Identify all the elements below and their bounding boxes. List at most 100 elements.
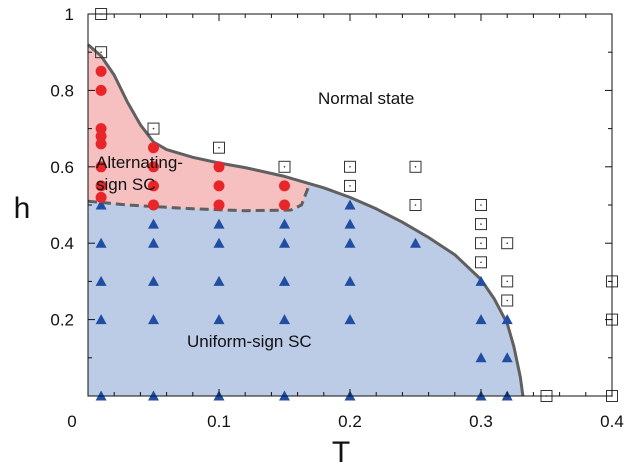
normal-state-point xyxy=(409,160,422,173)
x-tick-label: 0.3 xyxy=(469,412,493,431)
normal-state-point-dot xyxy=(506,280,509,283)
normal-state-point-dot xyxy=(480,242,482,244)
alternating-sign-point xyxy=(95,180,107,192)
normal-state-point-dot xyxy=(349,185,351,187)
normal-state-point-dot xyxy=(218,146,220,149)
y-tick-label: 0.8 xyxy=(50,81,74,100)
uniform-sign-point xyxy=(213,218,225,229)
uniform-sign-point xyxy=(148,314,159,325)
alternating-sign-point xyxy=(213,199,225,211)
normal-state-point-dot xyxy=(414,166,417,168)
x-tick-labels: 0 0.1 0.2 0.3 0.4 xyxy=(67,412,624,431)
alternating-sign-point xyxy=(148,199,159,211)
x-axis-title: T xyxy=(332,436,350,469)
uniform-sign-point xyxy=(475,275,487,286)
normal-state-point xyxy=(501,294,514,307)
alternating-sign-point xyxy=(213,180,225,192)
alternating-sign-point xyxy=(95,138,107,150)
uniform-sign-point xyxy=(279,218,290,229)
normal-state-point-dot xyxy=(349,166,351,168)
normal-state-point-dot xyxy=(506,242,509,244)
alternating-sign-point xyxy=(95,191,107,203)
uniform-sign-sc-region xyxy=(88,44,523,396)
phase-boundaries xyxy=(87,43,525,397)
normal-state-point xyxy=(475,256,487,269)
normal-state-point xyxy=(501,275,514,288)
uniform-sign-point xyxy=(148,237,159,248)
normal-state-point xyxy=(475,199,487,211)
uniform-sign-point xyxy=(148,218,159,229)
alternating-sign-point xyxy=(148,142,159,154)
y-axis-title: h xyxy=(14,192,31,225)
uniform-sign-point xyxy=(475,352,487,363)
x-tick-label: 0.1 xyxy=(207,412,231,431)
normal-state-point-dot xyxy=(152,127,155,130)
normal-state-point-dot xyxy=(414,204,417,206)
alternating-sign-point xyxy=(95,130,107,142)
uniform-sign-point xyxy=(279,237,290,248)
alternating-sign-point xyxy=(148,161,159,173)
uniform-sign-point xyxy=(344,199,356,210)
alternating-sign-point xyxy=(95,161,107,173)
uniform-sign-point xyxy=(410,237,421,248)
uniform-sign-point xyxy=(95,199,107,210)
uniform-sign-point xyxy=(95,314,107,325)
alternating-uniform-boundary-line xyxy=(87,187,310,213)
uniform-sign-point xyxy=(344,314,356,325)
alternating-sign-point xyxy=(95,123,107,135)
y-tick-label: 1 xyxy=(65,5,74,24)
normal-state-point xyxy=(475,218,487,231)
normal-state-point xyxy=(475,237,487,250)
normal-state-point xyxy=(213,141,225,154)
normal-state-point-dot xyxy=(480,223,482,225)
uniform-sign-point xyxy=(213,275,225,286)
alternating-label-line2: sign SC xyxy=(96,175,156,194)
uniform-sign-point xyxy=(501,352,513,363)
normal-state-point xyxy=(501,237,514,250)
normal-state-boundary-line xyxy=(87,43,525,397)
normal-state-point-dot xyxy=(480,204,482,206)
uniform-sign-point xyxy=(501,314,513,325)
alternating-sign-sc-region xyxy=(88,44,309,211)
x-tick-label: 0.2 xyxy=(338,412,362,431)
normal-state-point xyxy=(344,160,356,173)
uniform-sign-point xyxy=(344,275,356,286)
axis-ticks xyxy=(87,13,613,397)
uniform-sign-point xyxy=(279,314,290,325)
alternating-label-line1: Alternating- xyxy=(96,153,183,172)
normal-state-point-dot xyxy=(100,51,102,53)
normal-state-point xyxy=(409,199,422,211)
uniform-sign-point xyxy=(213,314,225,325)
normal-state-label: Normal state xyxy=(318,89,414,108)
uniform-sign-point xyxy=(475,314,487,325)
normal-state-point xyxy=(147,122,160,135)
uniform-sign-point xyxy=(344,218,356,229)
uniform-sign-point xyxy=(213,237,225,248)
alternating-sign-point xyxy=(213,161,225,173)
uniform-sign-point xyxy=(95,275,107,286)
y-tick-label: 0.6 xyxy=(50,158,74,177)
y-tick-labels: 0.2 0.4 0.6 0.8 1 xyxy=(50,5,74,330)
normal-state-point xyxy=(278,160,291,173)
uniform-sign-point xyxy=(344,237,356,248)
normal-state-point-dot xyxy=(506,299,509,302)
x-tick-label: 0.4 xyxy=(600,412,624,431)
uniform-sign-label: Uniform-sign SC xyxy=(187,332,312,351)
uniform-sign-point xyxy=(95,237,107,248)
x-tick-label: 0 xyxy=(67,412,76,431)
y-tick-label: 0.4 xyxy=(50,234,74,253)
alternating-sign-point xyxy=(95,65,107,77)
normal-state-point xyxy=(95,46,108,59)
uniform-sign-point xyxy=(279,275,290,286)
alternating-sign-point xyxy=(148,180,159,192)
alternating-sign-point xyxy=(279,180,290,192)
normal-state-point-dot xyxy=(480,261,482,264)
normal-state-point xyxy=(344,179,356,192)
normal-state-point-dot xyxy=(283,166,286,168)
alternating-sign-point xyxy=(279,199,290,211)
phase-regions xyxy=(88,44,523,396)
uniform-sign-point xyxy=(148,275,159,286)
alternating-sign-point xyxy=(95,84,107,96)
y-tick-label: 0.2 xyxy=(50,311,74,330)
